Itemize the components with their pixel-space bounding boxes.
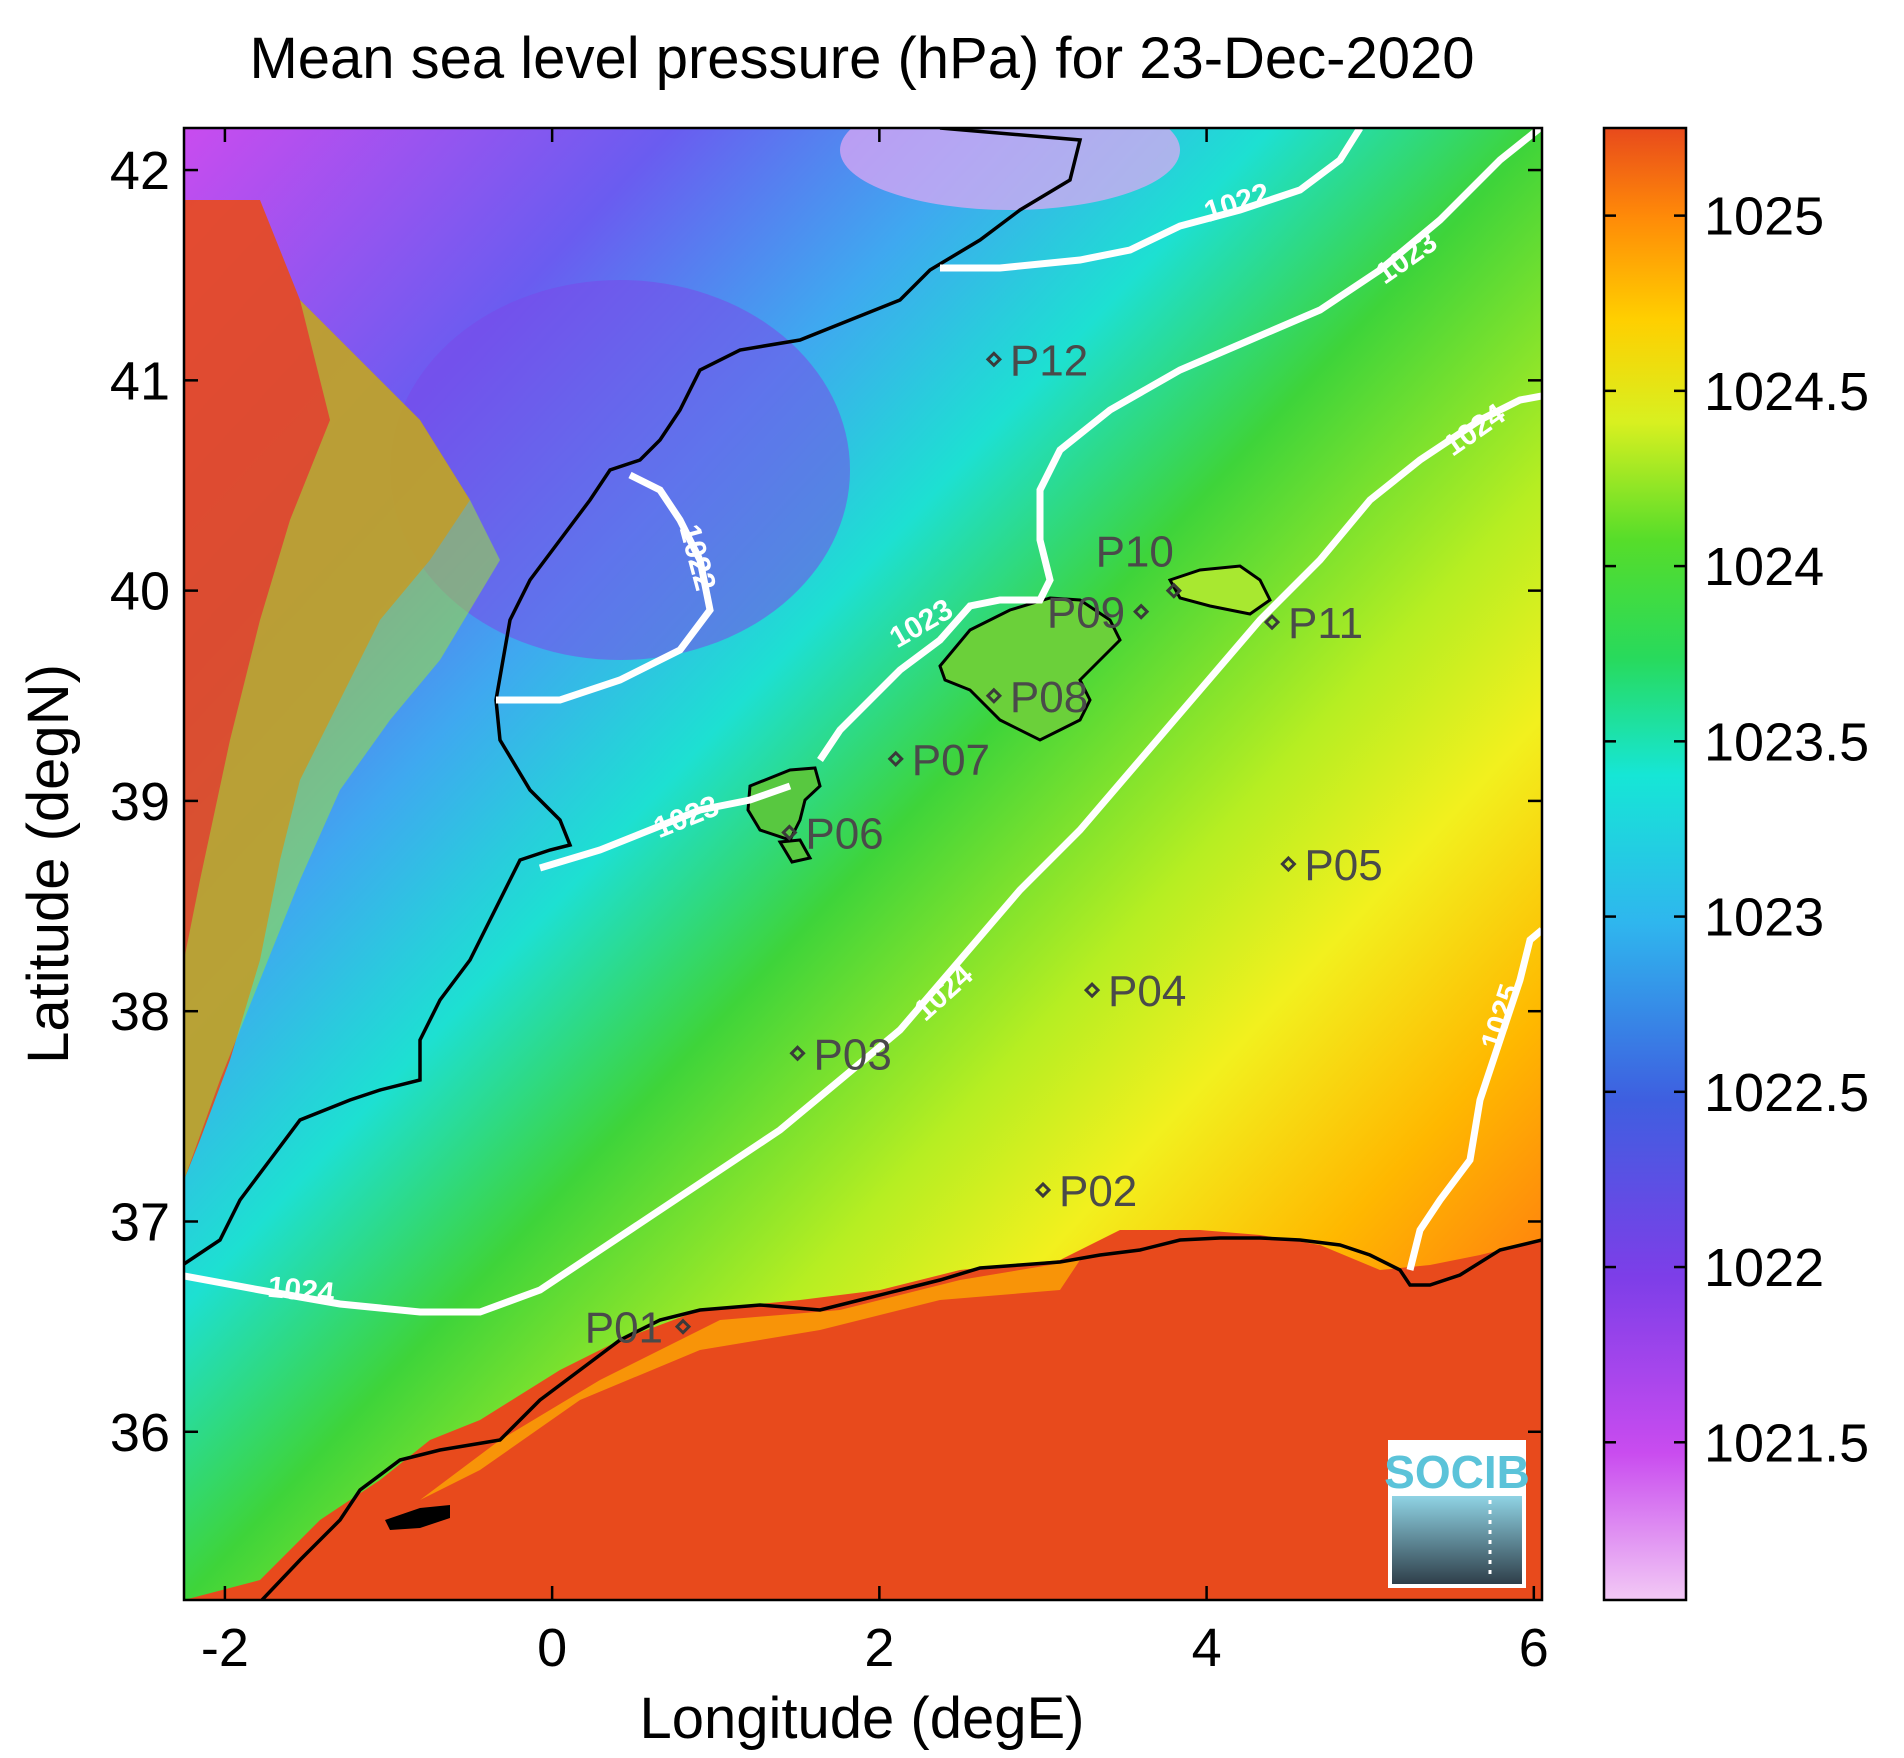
- y-tick-label: 39: [110, 772, 170, 832]
- y-tick-label: 36: [110, 1403, 170, 1463]
- ibiza-island: [746, 766, 822, 842]
- socib-logo: SOCIB: [1384, 1440, 1530, 1588]
- y-tick-label: 38: [110, 982, 170, 1042]
- menorca-island: [1167, 564, 1272, 616]
- africa-land: [184, 1230, 1542, 1600]
- point-marker-p10: [1165, 582, 1182, 599]
- point-label-p09: P09: [1047, 589, 1125, 638]
- y-tick-label: 41: [110, 351, 170, 411]
- chart-title: Mean sea level pressure (hPa) for 23-Dec…: [249, 26, 1474, 91]
- contour-label-1024-lower: 1024: [266, 1271, 336, 1311]
- point-label-p06: P06: [805, 809, 883, 858]
- point-marker-p06: [781, 824, 798, 841]
- x-tick-label: 0: [537, 1618, 567, 1678]
- isobar-1023-upper: [817, 128, 1542, 762]
- point-marker-p03: [789, 1045, 806, 1062]
- point-marker-p07: [887, 750, 904, 767]
- point-label-p10: P10: [1096, 528, 1174, 577]
- colorbar: [1602, 126, 1688, 1602]
- point-label-p05: P05: [1304, 841, 1382, 890]
- formentera-island: [777, 838, 813, 864]
- colorbar-tick-label: 1024.5: [1704, 362, 1869, 422]
- point-label-p12: P12: [1010, 336, 1088, 385]
- point-label-p02: P02: [1059, 1167, 1137, 1216]
- x-tick-label: 6: [1519, 1618, 1549, 1678]
- iberia-land-mid: [184, 300, 500, 1180]
- map-frame: [182, 126, 1544, 1602]
- point-marker-p02: [1034, 1181, 1052, 1199]
- pressure-low-area: [390, 280, 850, 660]
- isobar-1023-lower: [538, 782, 792, 872]
- point-label-p07: P07: [912, 736, 990, 785]
- y-tick-label: 42: [110, 141, 170, 201]
- isobar-1022-low: [496, 471, 714, 704]
- iberia-coastline: [184, 128, 1083, 1266]
- colorbar-tick-label: 1025: [1704, 187, 1824, 247]
- alboran-island: [385, 1505, 450, 1530]
- logo-text: SOCIB: [1384, 1446, 1530, 1498]
- point-marker-p01: [674, 1318, 692, 1335]
- colorbar-tick-label: 1023: [1704, 888, 1824, 948]
- point-marker-p04: [1083, 982, 1101, 999]
- x-tick-label: 4: [1192, 1618, 1222, 1678]
- x-tick-label: -2: [201, 1618, 249, 1678]
- point-marker-p05: [1280, 855, 1297, 873]
- colorbar-tick-label: 1022: [1704, 1238, 1824, 1298]
- y-axis-label: Latitude (degN): [16, 664, 81, 1064]
- africa-coastal-band: [420, 1260, 1080, 1500]
- point-label-p04: P04: [1108, 967, 1186, 1016]
- colorbar-tick-label: 1021.5: [1704, 1413, 1869, 1473]
- colorbar-tick-label: 1022.5: [1704, 1063, 1869, 1123]
- africa-coastline: [260, 1236, 1542, 1600]
- isobar-1025: [1406, 927, 1542, 1271]
- colorbar-ticks: 1025 1024.5 1024 1023.5 1023 1022.5 1022 1021.5: [1604, 187, 1869, 1473]
- point-label-p03: P03: [814, 1030, 892, 1079]
- y-tick-label: 40: [110, 562, 170, 622]
- x-axis-label: Longitude (degE): [640, 1686, 1085, 1751]
- station-points: P01 P02 P03 P04 P05 P06 P07 P08 P09 P10 P11 P12: [585, 336, 1383, 1352]
- point-label-p01: P01: [585, 1304, 663, 1353]
- colorbar-tick-label: 1024: [1704, 537, 1824, 597]
- isobar-1022-north: [940, 128, 1363, 272]
- colorbar-tick-label: 1023.5: [1704, 712, 1869, 772]
- x-axis-ticks: -2 0 2 4 6: [201, 128, 1549, 1678]
- x-tick-label: 2: [864, 1618, 894, 1678]
- point-label-p08: P08: [1010, 673, 1088, 722]
- y-tick-label: 37: [110, 1192, 170, 1252]
- pressure-min-north: [840, 128, 1180, 210]
- point-label-p11: P11: [1288, 599, 1363, 648]
- map-area: 1022 1022 1023 1023 1023 1024 1024 1024 …: [184, 128, 1542, 1600]
- point-marker-p08: [985, 687, 1003, 704]
- isobar-1024: [184, 392, 1542, 1316]
- y-axis-ticks: 42 41 40 39 38 37 36: [110, 141, 1542, 1463]
- point-marker-p09: [1133, 603, 1150, 620]
- point-marker-p11: [1263, 614, 1281, 631]
- point-marker-p12: [985, 351, 1003, 368]
